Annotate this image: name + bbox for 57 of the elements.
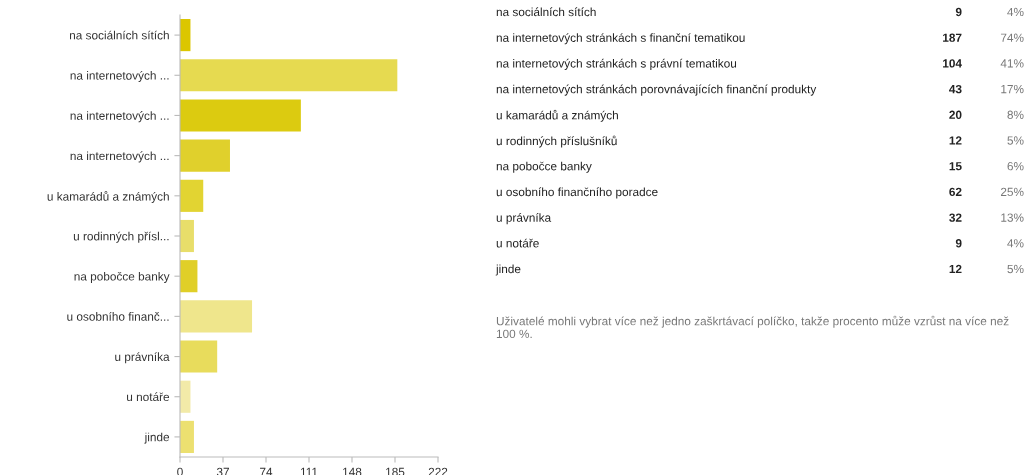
text: 41% <box>1000 59 1024 68</box>
x-tick-label: 222 <box>428 467 448 475</box>
y-tick-label: jinde <box>144 432 170 444</box>
y-tick-label: na pobočce banky <box>74 271 170 283</box>
text: 9 <box>955 239 962 248</box>
text: Uživatelé mohli vybrat více než jedno zaškrtávací políčko, takže procento může vzrůst na více než 100 %. <box>496 315 1009 339</box>
y-tick-label: na internetových ... <box>70 70 169 83</box>
bar <box>180 219 194 253</box>
y-tick-label: na internetových ... <box>70 151 169 163</box>
y-tick-label: u rodinných přísl... <box>73 231 169 243</box>
x-tick-label: 111 <box>300 467 318 475</box>
y-tick-label: u právníka <box>115 352 170 364</box>
text: na internetových stránkách s právní tematikou <box>496 58 737 70</box>
text: na internetových stránkách porovnávajících finanční produkty <box>496 84 817 96</box>
bar <box>180 99 301 132</box>
bar <box>180 340 218 373</box>
text: 104 <box>943 59 962 68</box>
bar <box>180 139 230 172</box>
text: 4% <box>1007 239 1024 248</box>
bar <box>180 260 198 293</box>
bar <box>180 420 194 453</box>
text: 25% <box>1000 187 1024 197</box>
bar <box>180 59 398 92</box>
y-tick-label: u kamarádů a známých <box>47 191 169 204</box>
x-tick-label: 74 <box>260 467 273 475</box>
text: u osobního finančního poradce <box>496 187 658 199</box>
text: 15 <box>949 162 962 171</box>
text: u kamarádů a známých <box>496 109 618 122</box>
text: u právníka <box>496 213 552 225</box>
text: 12 <box>949 136 962 145</box>
text: 5% <box>1007 136 1024 145</box>
text: 6% <box>1007 162 1024 171</box>
text: 32 <box>949 213 962 222</box>
y-tick-label: na sociálních sítích <box>69 30 169 40</box>
text: 13% <box>1001 213 1024 222</box>
text: na sociálních sítích <box>496 7 596 17</box>
bar <box>180 179 204 212</box>
text: 4% <box>1007 7 1024 17</box>
text: u notáře <box>496 238 539 248</box>
text: 62 <box>949 187 962 197</box>
text: 20 <box>949 110 962 119</box>
text: na pobočce banky <box>496 161 592 173</box>
text: 8% <box>1007 110 1024 119</box>
text: 43 <box>949 84 962 94</box>
text: na internetových stránkách s finanční tematikou <box>496 33 745 45</box>
y-tick-label: na internetových ... <box>70 111 169 123</box>
text: 9 <box>955 7 962 17</box>
text: 5% <box>1007 264 1024 274</box>
text: 187 <box>943 33 962 42</box>
y-tick-label: u notáře <box>127 392 170 402</box>
text: 17% <box>1001 84 1024 94</box>
bar <box>180 300 253 333</box>
text: jinde <box>495 264 521 276</box>
text: u rodinných příslušníků <box>496 135 617 148</box>
text: 74% <box>1000 33 1024 42</box>
y-tick-label: u osobního finanč... <box>67 311 169 321</box>
text: 12 <box>949 264 962 274</box>
